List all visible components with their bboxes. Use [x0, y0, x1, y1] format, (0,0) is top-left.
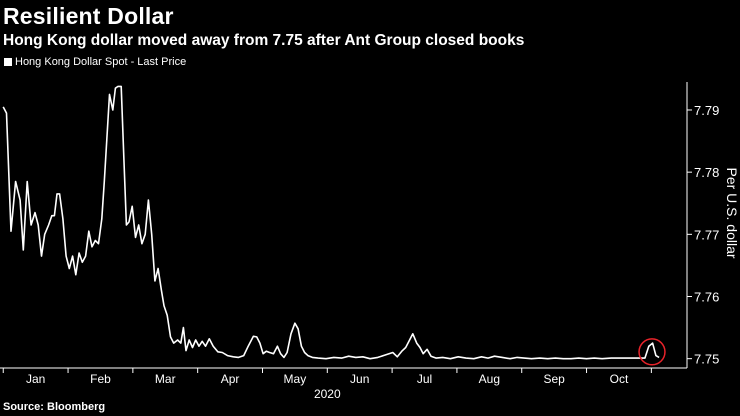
- x-tick-label: Jun: [350, 372, 369, 386]
- x-tick-label: Oct: [610, 372, 629, 386]
- x-tick-label: Feb: [90, 372, 111, 386]
- legend-label: Hong Kong Dollar Spot - Last Price: [15, 56, 187, 68]
- x-tick-label: Jul: [417, 372, 432, 386]
- x-tick-label: Mar: [155, 372, 176, 386]
- y-tick-label: 7.79: [694, 103, 719, 118]
- x-axis-label: 2020: [314, 387, 341, 401]
- y-axis: 7.75 7.76 7.77 7.78 7.79 Per U.S. dollar: [686, 82, 740, 368]
- source-note: Source: Bloomberg: [3, 401, 106, 413]
- chart-subtitle: Hong Kong dollar moved away from 7.75 af…: [3, 32, 525, 49]
- x-tick-label: May: [284, 372, 307, 386]
- legend-swatch: [4, 58, 12, 66]
- y-tick-label: 7.76: [694, 290, 719, 305]
- chart-title: Resilient Dollar: [3, 3, 174, 29]
- series-line-0: [2, 85, 660, 360]
- legend: Hong Kong Dollar Spot - Last Price: [4, 56, 186, 68]
- x-tick-label: Apr: [221, 372, 240, 386]
- x-tick-label: Sep: [543, 372, 565, 386]
- y-tick-label: 7.75: [694, 352, 719, 367]
- y-tick-label: 7.77: [694, 227, 719, 242]
- plot-area: [2, 85, 666, 366]
- x-tick-label: Jan: [26, 372, 45, 386]
- x-tick-label: Aug: [479, 372, 500, 386]
- highlight-circle: [638, 338, 666, 366]
- y-tick-label: 7.78: [694, 165, 719, 180]
- x-axis: Jan Feb Mar Apr May Jun Jul Aug Sep Oct 2020: [0, 367, 687, 401]
- y-axis-label: Per U.S. dollar: [724, 167, 740, 258]
